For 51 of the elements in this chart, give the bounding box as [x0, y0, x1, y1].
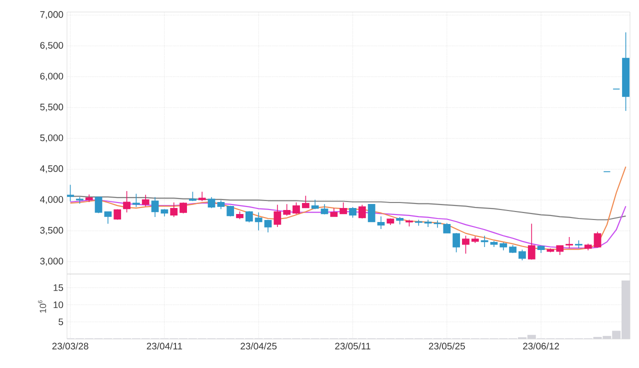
y-tick-label: 7,000 [40, 11, 64, 19]
candlestick [368, 204, 376, 222]
y-tick-label: 5,000 [40, 134, 64, 142]
candlestick [443, 222, 451, 234]
candlestick [462, 235, 470, 254]
candlestick [132, 193, 140, 208]
y-tick-label: 6,000 [40, 72, 64, 81]
candlestick [283, 204, 291, 216]
candlestick [320, 204, 328, 215]
candlestick [104, 211, 112, 224]
candlestick [414, 219, 422, 226]
candlestick [142, 194, 150, 207]
y-tick-label: 10 [54, 301, 64, 308]
x-tick-label: 23/06/12 [523, 342, 559, 350]
candlestick [302, 195, 310, 208]
y-tick-label: 15 [54, 284, 64, 291]
candlestick [594, 231, 602, 248]
candlestick [518, 249, 526, 261]
candlestick [340, 202, 348, 214]
candlestick [566, 236, 573, 249]
y-tick-label: 6,500 [40, 42, 64, 50]
candlestick [151, 196, 159, 218]
y-tick-label: 5 [58, 318, 64, 326]
candlestick [358, 204, 366, 219]
y-axis-title: 10$^{6}$ [38, 300, 46, 313]
x-tick-label: 23/05/25 [428, 342, 465, 350]
candlestick [377, 216, 385, 230]
x-tick-label: 23/04/11 [146, 342, 182, 350]
candlestick [292, 202, 300, 215]
candlestick [264, 219, 272, 233]
y-tick-label: 4,000 [40, 196, 64, 204]
candlestick [254, 212, 262, 231]
candlestick [170, 202, 178, 218]
candlestick [274, 204, 282, 228]
candlestick [208, 196, 216, 208]
x-tick-label: 23/05/11 [335, 342, 370, 350]
candlestick [452, 232, 460, 253]
candlestick [349, 206, 356, 218]
y-tick-label: 3,000 [40, 258, 64, 266]
candlestick [198, 191, 206, 202]
y-tick-label: 4,500 [40, 165, 64, 174]
candlestick [245, 210, 253, 223]
x-tick-label: 23/03/28 [52, 342, 88, 350]
x-tick-label: 23/04/25 [240, 342, 277, 350]
candlestick [528, 223, 536, 260]
candlestick [434, 220, 442, 228]
y-tick-label: 3,500 [40, 226, 64, 235]
candlestick [123, 190, 130, 213]
candlestick [424, 219, 432, 228]
y-tick-label: 5,500 [40, 104, 64, 112]
candlestick [556, 245, 564, 256]
